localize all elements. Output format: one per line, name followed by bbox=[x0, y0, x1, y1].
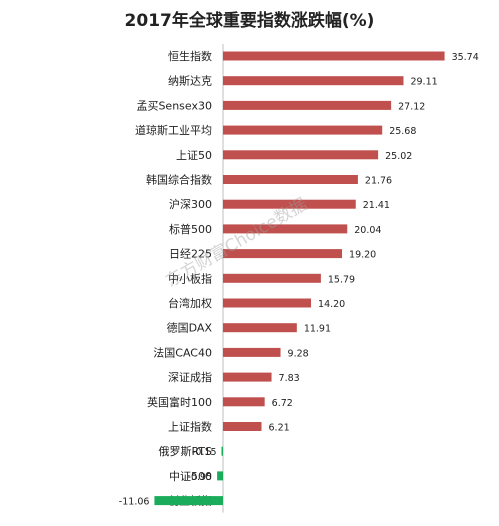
bar bbox=[223, 175, 358, 184]
category-label: 深证成指 bbox=[168, 370, 212, 384]
value-label: 6.72 bbox=[272, 398, 293, 409]
category-label: 韩国综合指数 bbox=[146, 173, 212, 187]
value-label: 20.04 bbox=[354, 225, 381, 236]
category-label: 德国DAX bbox=[167, 321, 213, 335]
bar bbox=[223, 51, 445, 61]
value-label: 29.11 bbox=[410, 77, 437, 88]
category-label: 俄罗斯RTS bbox=[158, 445, 212, 458]
bar bbox=[223, 372, 272, 382]
value-label: 11.91 bbox=[304, 324, 331, 335]
category-label: 孟买Sensex30 bbox=[136, 99, 212, 112]
category-label: 道琼斯工业平均 bbox=[135, 123, 212, 137]
value-label: -0.15 bbox=[192, 447, 217, 458]
category-label: 上证指数 bbox=[168, 420, 212, 434]
category-label: 沪深300 bbox=[169, 197, 212, 211]
category-label: 标普500 bbox=[169, 222, 212, 236]
bar bbox=[223, 150, 379, 160]
bar bbox=[223, 273, 321, 283]
bar bbox=[223, 100, 392, 110]
category-label: 法国CAC40 bbox=[153, 345, 212, 359]
value-label: 21.41 bbox=[363, 200, 390, 211]
category-label: 英国富时100 bbox=[147, 395, 212, 409]
value-label: 27.12 bbox=[398, 101, 425, 112]
bar bbox=[223, 323, 297, 333]
value-label: 6.21 bbox=[269, 423, 290, 434]
bar bbox=[223, 249, 343, 259]
bar bbox=[154, 496, 223, 506]
bar bbox=[223, 125, 383, 135]
category-label: 中证500 bbox=[169, 470, 212, 483]
value-label: -0.95 bbox=[188, 472, 213, 483]
bar bbox=[223, 224, 348, 234]
value-label: 35.74 bbox=[452, 52, 479, 63]
category-label: 纳斯达克 bbox=[168, 75, 212, 88]
bar bbox=[221, 446, 223, 456]
chart-title: 2017年全球重要指数涨跌幅(%) bbox=[124, 11, 375, 31]
bar bbox=[223, 422, 262, 431]
bar bbox=[223, 76, 404, 86]
value-label: 25.68 bbox=[389, 126, 416, 137]
category-label: 中小板指 bbox=[168, 271, 212, 285]
value-label: 19.20 bbox=[349, 250, 376, 261]
value-label: 7.83 bbox=[279, 373, 300, 384]
bar bbox=[223, 347, 281, 357]
category-label: 恒生指数 bbox=[168, 49, 212, 63]
bar bbox=[217, 471, 223, 481]
value-label: 14.20 bbox=[318, 299, 345, 310]
value-label: 15.79 bbox=[328, 274, 355, 285]
bar bbox=[223, 298, 312, 308]
category-label: 上证50 bbox=[176, 149, 212, 162]
bar bbox=[223, 199, 356, 209]
category-label: 日经225 bbox=[169, 248, 212, 261]
category-label: 台湾加权 bbox=[168, 296, 212, 310]
value-label: 25.02 bbox=[385, 151, 412, 162]
value-label: 9.28 bbox=[288, 348, 309, 359]
bar bbox=[223, 397, 265, 407]
value-label: 21.76 bbox=[365, 176, 392, 187]
value-label: -11.06 bbox=[119, 497, 150, 508]
